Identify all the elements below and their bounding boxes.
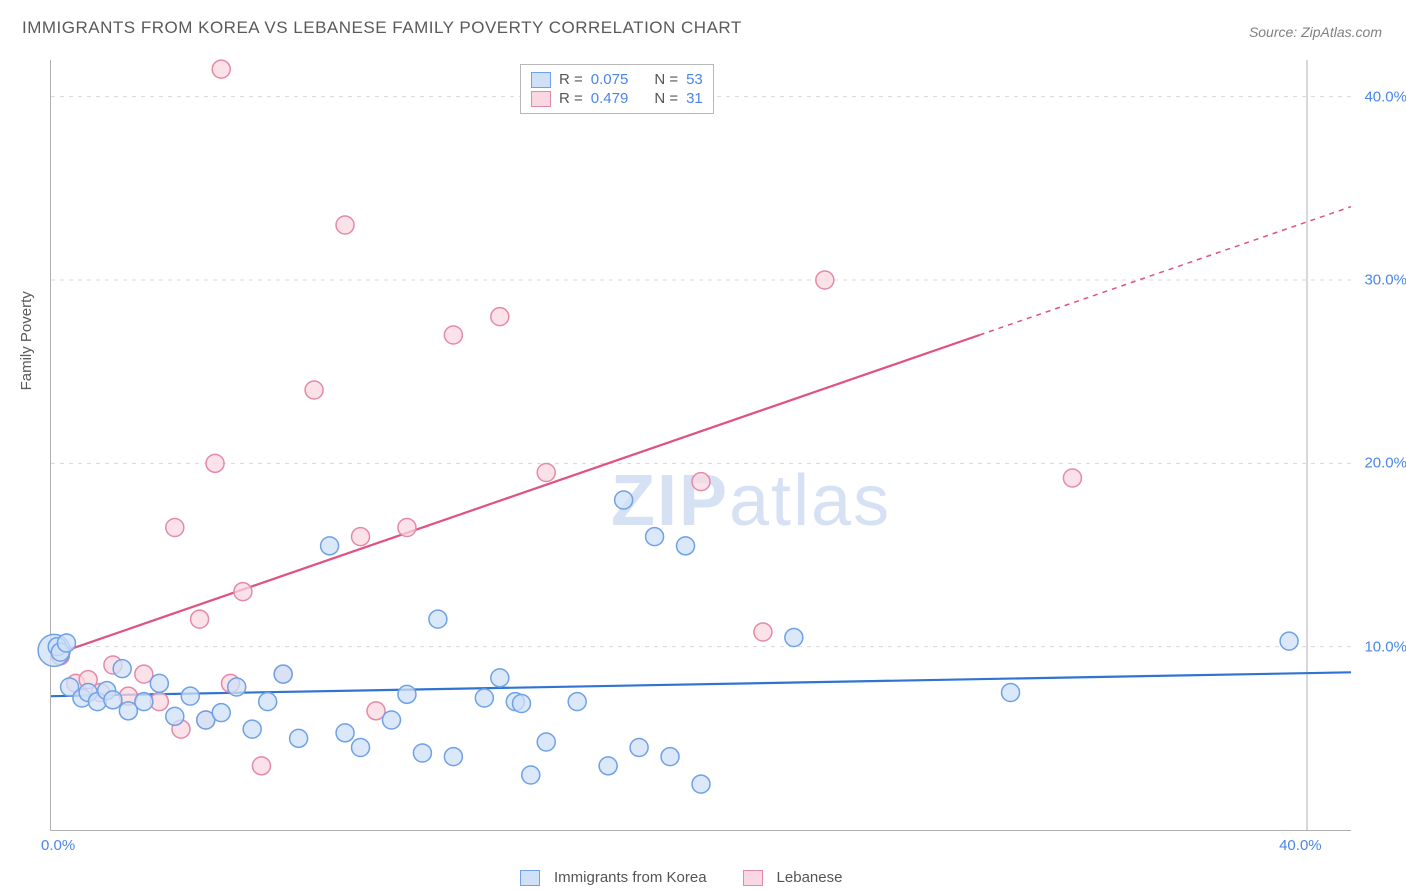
y-axis-label: Family Poverty xyxy=(18,291,35,390)
legend-swatch-blue-b xyxy=(520,870,540,886)
legend-label-pink: Lebanese xyxy=(777,869,843,886)
plot-svg xyxy=(51,60,1351,830)
legend-row-pink: R = 0.479 N = 31 xyxy=(531,90,703,107)
legend-swatch-pink-b xyxy=(743,870,763,886)
y-tick-label: 40.0% xyxy=(1364,88,1406,105)
legend-correlation: R = 0.075 N = 53 R = 0.479 N = 31 xyxy=(520,64,714,114)
y-tick-label: 30.0% xyxy=(1364,272,1406,289)
r-label: R = xyxy=(559,90,583,107)
y-tick-label: 10.0% xyxy=(1364,638,1406,655)
x-tick-label: 0.0% xyxy=(41,837,75,854)
r-label: R = xyxy=(559,71,583,88)
chart-title: IMMIGRANTS FROM KOREA VS LEBANESE FAMILY… xyxy=(22,18,742,38)
legend-swatch-pink xyxy=(531,91,551,107)
legend-swatch-blue xyxy=(531,72,551,88)
legend-label-blue: Immigrants from Korea xyxy=(554,869,707,886)
n-label: N = xyxy=(654,90,678,107)
x-tick-label: 40.0% xyxy=(1279,837,1322,854)
plot-area: ZIPatlas 10.0%20.0%30.0%40.0%0.0%40.0% xyxy=(50,60,1351,831)
legend-row-blue: R = 0.075 N = 53 xyxy=(531,71,703,88)
y-tick-label: 20.0% xyxy=(1364,455,1406,472)
legend-series: Immigrants from Korea Lebanese xyxy=(520,869,842,886)
source-label: Source: ZipAtlas.com xyxy=(1249,24,1382,40)
r-value-blue: 0.075 xyxy=(591,71,629,88)
n-value-pink: 31 xyxy=(686,90,703,107)
n-value-blue: 53 xyxy=(686,71,703,88)
r-value-pink: 0.479 xyxy=(591,90,629,107)
n-label: N = xyxy=(654,71,678,88)
